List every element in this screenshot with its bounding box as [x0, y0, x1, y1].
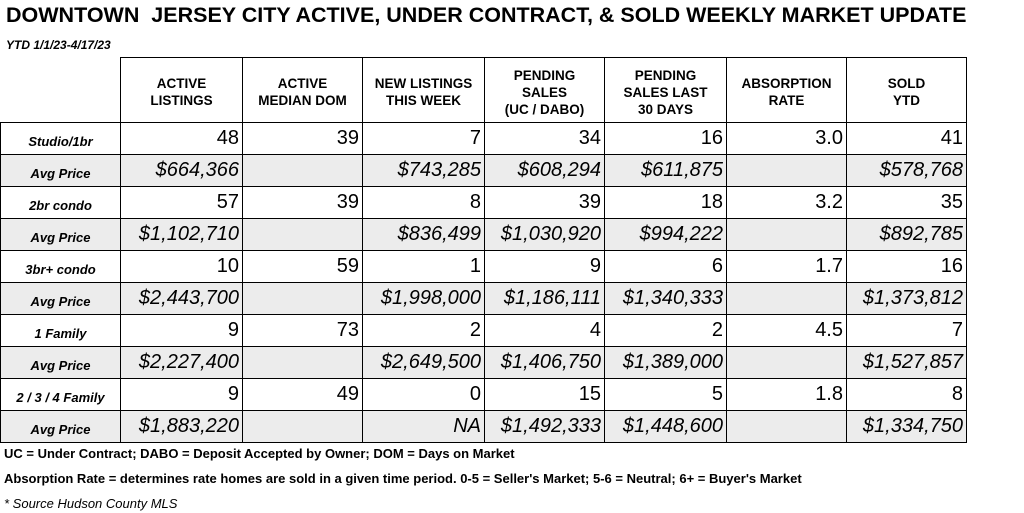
cell: $836,499: [362, 218, 485, 251]
cell: [726, 346, 847, 379]
cell: 9: [120, 314, 243, 347]
cell: 39: [484, 186, 605, 219]
cell: 3.0: [726, 122, 847, 155]
footnote: UC = Under Contract; DABO = Deposit Acce…: [4, 446, 515, 461]
footnote: * Source Hudson County MLS: [4, 496, 178, 511]
cell: 57: [120, 186, 243, 219]
row-label: Avg Price: [0, 410, 121, 443]
cell: 34: [484, 122, 605, 155]
cell: 73: [242, 314, 363, 347]
row-label: Studio/1br: [0, 122, 121, 155]
column-header: NEW LISTINGS THIS WEEK: [362, 57, 485, 123]
cell: $743,285: [362, 154, 485, 187]
row-label: 2 / 3 / 4 Family: [0, 378, 121, 411]
cell: 7: [846, 314, 967, 347]
cell: 39: [242, 186, 363, 219]
cell: 16: [604, 122, 727, 155]
cell: 48: [120, 122, 243, 155]
cell: [242, 282, 363, 315]
cell: 35: [846, 186, 967, 219]
footnote: Absorption Rate = determines rate homes …: [4, 471, 802, 486]
row-label: 1 Family: [0, 314, 121, 347]
cell: 59: [242, 250, 363, 283]
cell: $1,030,920: [484, 218, 605, 251]
row-label: Avg Price: [0, 282, 121, 315]
cell: $1,334,750: [846, 410, 967, 443]
cell: [726, 218, 847, 251]
cell: $2,443,700: [120, 282, 243, 315]
row-label: Avg Price: [0, 346, 121, 379]
cell: $2,227,400: [120, 346, 243, 379]
cell: $1,186,111: [484, 282, 605, 315]
cell: $1,527,857: [846, 346, 967, 379]
cell: NA: [362, 410, 485, 443]
cell: $1,448,600: [604, 410, 727, 443]
cell: 15: [484, 378, 605, 411]
column-header: ACTIVE MEDIAN DOM: [242, 57, 363, 123]
cell: $1,883,220: [120, 410, 243, 443]
cell: $994,222: [604, 218, 727, 251]
cell: 18: [604, 186, 727, 219]
cell: $892,785: [846, 218, 967, 251]
subtitle: YTD 1/1/23-4/17/23: [6, 38, 111, 52]
cell: 7: [362, 122, 485, 155]
cell: $1,406,750: [484, 346, 605, 379]
cell: 0: [362, 378, 485, 411]
cell: 2: [362, 314, 485, 347]
column-header: PENDING SALES LAST 30 DAYS: [604, 57, 727, 123]
cell: 6: [604, 250, 727, 283]
cell: $1,102,710: [120, 218, 243, 251]
cell: 5: [604, 378, 727, 411]
column-header: PENDING SALES (UC / DABO): [484, 57, 605, 123]
cell: [242, 410, 363, 443]
cell: $1,492,333: [484, 410, 605, 443]
cell: 4.5: [726, 314, 847, 347]
cell: 16: [846, 250, 967, 283]
cell: $1,998,000: [362, 282, 485, 315]
cell: $1,389,000: [604, 346, 727, 379]
cell: 9: [484, 250, 605, 283]
cell: $608,294: [484, 154, 605, 187]
column-header: SOLD YTD: [846, 57, 967, 123]
row-label: Avg Price: [0, 218, 121, 251]
cell: 9: [120, 378, 243, 411]
cell: [242, 154, 363, 187]
cell: [726, 154, 847, 187]
row-label: 3br+ condo: [0, 250, 121, 283]
column-header: ACTIVE LISTINGS: [120, 57, 243, 123]
column-header: ABSORPTION RATE: [726, 57, 847, 123]
cell: $1,373,812: [846, 282, 967, 315]
cell: 10: [120, 250, 243, 283]
cell: 8: [362, 186, 485, 219]
title: DOWNTOWN JERSEY CITY ACTIVE, UNDER CONTR…: [6, 3, 967, 27]
cell: 2: [604, 314, 727, 347]
cell: 49: [242, 378, 363, 411]
cell: 1.7: [726, 250, 847, 283]
cell: $664,366: [120, 154, 243, 187]
cell: 4: [484, 314, 605, 347]
cell: 39: [242, 122, 363, 155]
cell: 1: [362, 250, 485, 283]
row-label: 2br condo: [0, 186, 121, 219]
cell: $2,649,500: [362, 346, 485, 379]
cell: 41: [846, 122, 967, 155]
cell: [726, 410, 847, 443]
cell: [726, 282, 847, 315]
cell: [242, 218, 363, 251]
cell: 1.8: [726, 378, 847, 411]
cell: $611,875: [604, 154, 727, 187]
cell: $578,768: [846, 154, 967, 187]
cell: 3.2: [726, 186, 847, 219]
cell: $1,340,333: [604, 282, 727, 315]
cell: 8: [846, 378, 967, 411]
row-label: Avg Price: [0, 154, 121, 187]
cell: [242, 346, 363, 379]
